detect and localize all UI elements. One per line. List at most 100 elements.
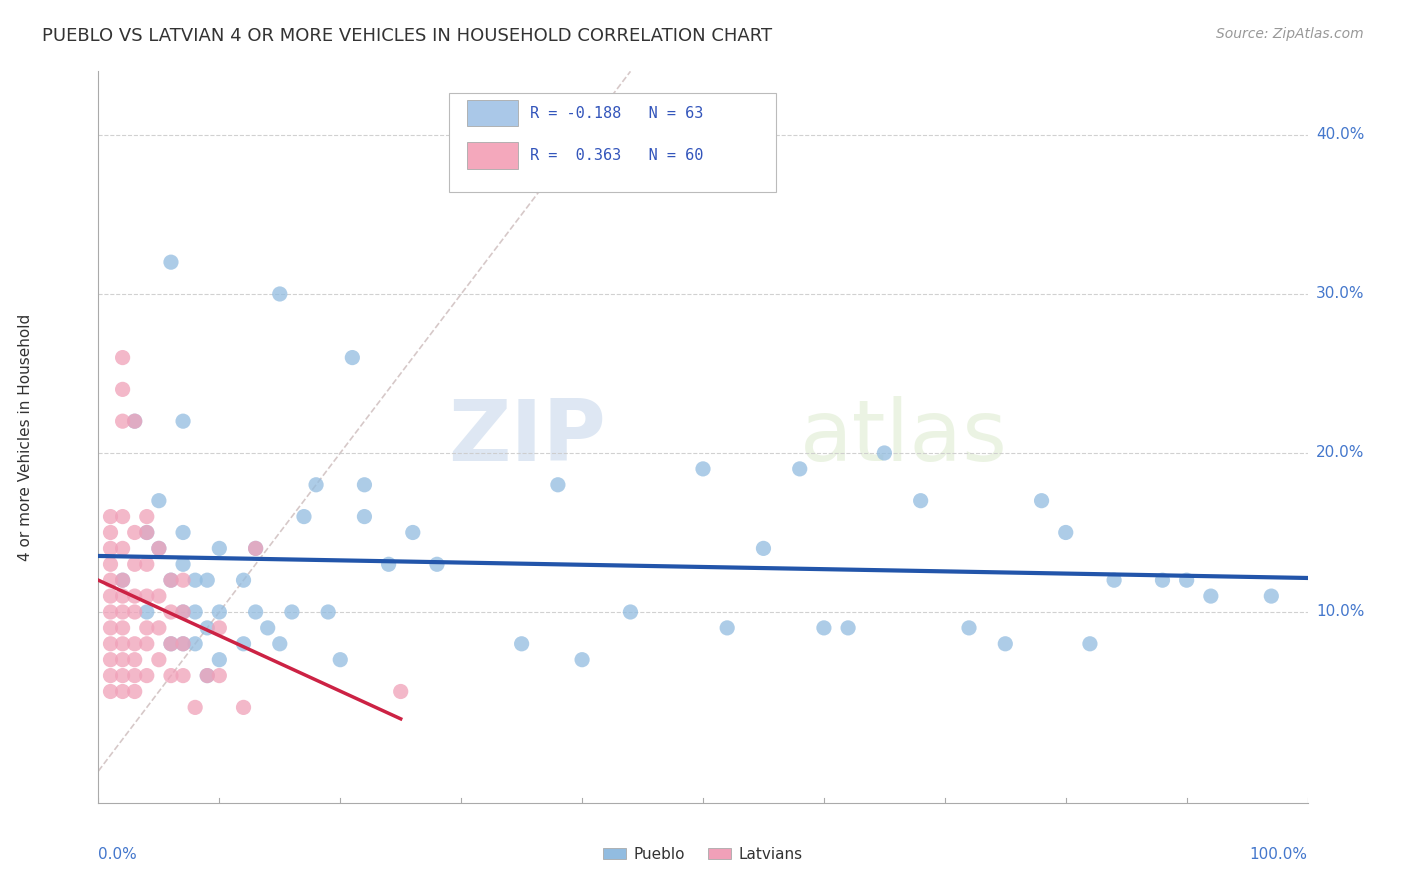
Point (160, 255, 183, 269)
Point (305, 477, 328, 491)
Point (111, 573, 134, 587)
Point (172, 668, 194, 682)
Point (571, 653, 593, 667)
Point (184, 700, 207, 714)
Text: R =  0.363   N = 60: R = 0.363 N = 60 (530, 148, 703, 163)
Point (148, 541, 170, 556)
Point (148, 493, 170, 508)
Point (100, 589, 122, 603)
Point (172, 605, 194, 619)
FancyBboxPatch shape (467, 143, 517, 169)
Point (100, 558, 122, 572)
Point (124, 525, 146, 540)
Point (111, 541, 134, 556)
Point (813, 621, 835, 635)
Point (124, 653, 146, 667)
Point (208, 541, 231, 556)
Point (402, 525, 425, 540)
Text: atlas: atlas (800, 395, 1008, 479)
Point (160, 573, 183, 587)
Point (245, 605, 267, 619)
Point (184, 637, 207, 651)
Point (256, 621, 278, 635)
Point (172, 573, 194, 587)
Point (377, 558, 399, 572)
Point (135, 509, 157, 524)
Point (111, 414, 134, 428)
Text: 20.0%: 20.0% (1316, 445, 1364, 460)
Point (873, 446, 896, 460)
Point (135, 668, 157, 682)
Text: 0.0%: 0.0% (98, 847, 138, 862)
FancyBboxPatch shape (467, 100, 517, 127)
Point (111, 383, 134, 397)
Point (789, 462, 811, 476)
FancyBboxPatch shape (449, 94, 776, 192)
Point (1260, 589, 1282, 603)
Point (910, 493, 932, 508)
Point (619, 605, 641, 619)
Point (124, 668, 146, 682)
Text: R = -0.188   N = 63: R = -0.188 N = 63 (530, 105, 703, 120)
Point (135, 605, 157, 619)
Point (1031, 493, 1053, 508)
Point (111, 668, 134, 682)
Point (135, 589, 157, 603)
Point (100, 653, 122, 667)
Point (111, 621, 134, 635)
Text: 40.0%: 40.0% (1316, 128, 1364, 143)
Point (100, 605, 122, 619)
Text: Source: ZipAtlas.com: Source: ZipAtlas.com (1216, 27, 1364, 41)
Point (160, 605, 183, 619)
Point (281, 605, 304, 619)
Point (353, 477, 375, 491)
Point (208, 653, 231, 667)
Legend: Pueblo, Latvians: Pueblo, Latvians (598, 841, 808, 868)
Point (135, 525, 157, 540)
Point (160, 637, 183, 651)
Point (1175, 573, 1198, 587)
Point (172, 605, 194, 619)
Point (245, 541, 267, 556)
Point (547, 477, 569, 491)
Point (184, 573, 207, 587)
Point (208, 605, 231, 619)
Point (148, 653, 170, 667)
Point (100, 684, 122, 698)
Point (342, 351, 364, 365)
Point (172, 525, 194, 540)
Point (426, 558, 449, 572)
Point (184, 605, 207, 619)
Point (389, 684, 412, 698)
Point (100, 525, 122, 540)
Point (124, 414, 146, 428)
Point (353, 509, 375, 524)
Point (111, 509, 134, 524)
Point (124, 637, 146, 651)
Point (1054, 525, 1077, 540)
Point (208, 621, 231, 635)
Point (135, 525, 157, 540)
Point (172, 637, 194, 651)
Point (316, 605, 339, 619)
Point (1102, 573, 1125, 587)
Point (111, 351, 134, 365)
Point (1152, 573, 1174, 587)
Point (135, 621, 157, 635)
Point (752, 541, 775, 556)
Point (100, 621, 122, 635)
Point (100, 509, 122, 524)
Point (957, 621, 980, 635)
Text: 100.0%: 100.0% (1250, 847, 1308, 862)
Point (232, 637, 254, 651)
Point (124, 605, 146, 619)
Point (124, 589, 146, 603)
Point (195, 621, 218, 635)
Point (195, 668, 218, 682)
Point (124, 684, 146, 698)
Point (510, 637, 533, 651)
Text: PUEBLO VS LATVIAN 4 OR MORE VEHICLES IN HOUSEHOLD CORRELATION CHART: PUEBLO VS LATVIAN 4 OR MORE VEHICLES IN … (42, 27, 772, 45)
Point (172, 558, 194, 572)
Point (172, 637, 194, 651)
Point (135, 637, 157, 651)
